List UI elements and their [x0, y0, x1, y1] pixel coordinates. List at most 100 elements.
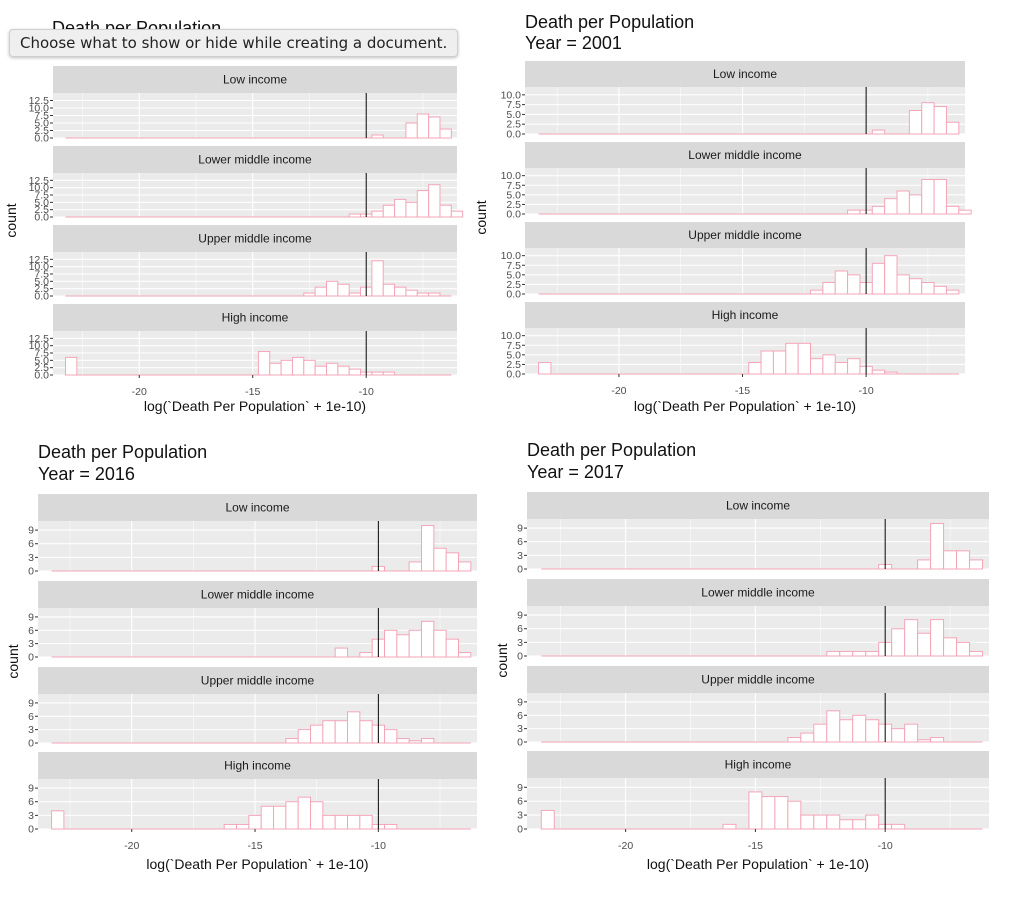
y-tick-label: 10.0 — [501, 89, 522, 101]
x-tick-label: -20 — [124, 840, 139, 852]
histogram-bar — [416, 292, 430, 297]
y-tick-label: 0 — [517, 564, 523, 576]
facet-label: Upper middle income — [201, 674, 315, 688]
facet-label: Low income — [225, 501, 289, 515]
facet-label: Low income — [713, 67, 777, 81]
histogram-bar — [310, 724, 324, 744]
histogram-bar — [458, 561, 472, 572]
x-tick-label: -20 — [618, 840, 633, 852]
histogram-bar — [334, 647, 349, 658]
y-tick-label: 6 — [28, 796, 34, 808]
histogram-bar — [428, 292, 441, 297]
y-tick-label: 5.0 — [34, 118, 49, 130]
histogram-bar — [871, 262, 886, 295]
histogram-bar — [405, 201, 418, 218]
histogram-bar — [382, 371, 396, 376]
y-tick-label: 3 — [28, 552, 34, 564]
y-tick-label: 10.0 — [29, 261, 50, 273]
histogram-bar — [371, 371, 384, 376]
histogram-bar — [917, 559, 932, 570]
y-tick-label: 12.5 — [29, 175, 50, 187]
histogram-bar — [347, 814, 361, 830]
y-tick-label: 3 — [517, 637, 523, 649]
histogram-bar — [405, 289, 418, 297]
facet-panel: Upper middle income 0 36 9 — [517, 666, 989, 749]
y-tick-label: 7.5 — [34, 348, 49, 360]
histogram-bar — [371, 260, 384, 297]
histogram-bar — [761, 796, 776, 830]
histogram-bar — [325, 280, 339, 297]
histogram-bar — [847, 274, 861, 295]
histogram-bar — [930, 619, 945, 657]
histogram-bar — [359, 652, 373, 658]
histogram-bar — [800, 732, 815, 743]
histogram-bar — [943, 637, 958, 657]
histogram-bar — [421, 525, 435, 572]
plot-title: Death per Population — [525, 12, 694, 32]
x-tick-label: -10 — [878, 840, 893, 852]
histogram-bar — [314, 286, 327, 297]
y-tick-label: 6 — [28, 538, 34, 550]
histogram-bar — [884, 255, 898, 295]
histogram-bar — [310, 801, 324, 830]
histogram-bar — [297, 796, 312, 830]
histogram-bar — [834, 362, 849, 375]
facet-label: Low income — [223, 73, 287, 87]
histogram-bar — [884, 198, 898, 215]
histogram-bar — [285, 738, 299, 744]
facet-label: High income — [725, 758, 792, 772]
histogram-bar — [273, 805, 287, 830]
histogram-bar — [269, 362, 282, 376]
histogram-bar — [774, 796, 789, 830]
histogram-bar — [445, 552, 460, 572]
histogram-bar — [236, 823, 250, 830]
x-tick-label: -10 — [359, 386, 374, 398]
histogram-bar — [904, 619, 919, 657]
y-tick-label: 7.5 — [506, 340, 521, 352]
y-tick-label: 7.5 — [506, 180, 521, 192]
y-tick-label: 12.5 — [29, 254, 50, 266]
histogram-bar — [760, 350, 774, 375]
y-tick-label: 12.5 — [29, 95, 50, 107]
y-tick-label: 10.0 — [29, 103, 50, 115]
y-tick-label: 7.5 — [506, 99, 521, 111]
y-tick-label: 3 — [28, 724, 34, 736]
facet-strip — [525, 222, 965, 248]
histogram-bar — [322, 720, 336, 744]
y-tick-label: 5.0 — [34, 355, 49, 367]
facet-label: Upper middle income — [688, 228, 802, 242]
x-axis-title: log(`Death Per Population` + 1e-10) — [146, 856, 368, 872]
histogram-bar — [396, 738, 410, 744]
y-tick-label: 9 — [517, 696, 523, 708]
y-tick-label: 5.0 — [34, 197, 49, 209]
histogram-bar — [884, 371, 898, 375]
x-tick-label: -15 — [245, 386, 260, 398]
facet-label: High income — [712, 308, 779, 322]
histogram-bar — [416, 190, 430, 218]
y-tick-label: 3 — [28, 810, 34, 822]
histogram-bar — [810, 358, 824, 375]
histogram-bar — [396, 634, 410, 658]
y-tick-label: 10.0 — [29, 182, 50, 194]
histogram-bar — [382, 283, 396, 297]
y-tick-label: 5.0 — [506, 189, 521, 201]
facet-panel: Lower middle income 0.02.55.07.510.0 — [501, 142, 972, 221]
y-axis-title: count — [3, 203, 19, 237]
y-tick-label: 5.0 — [506, 349, 521, 361]
histogram-bar — [847, 358, 861, 375]
facet-label: Low income — [726, 499, 790, 513]
histogram-bar — [891, 728, 906, 743]
facet-label: Upper middle income — [701, 673, 815, 687]
y-tick-label: 2.5 — [506, 119, 521, 131]
histogram-bar — [813, 723, 828, 743]
facet-strip — [527, 492, 989, 519]
y-tick-label: 0 — [28, 566, 34, 578]
histogram-bar — [930, 737, 945, 743]
facet-panel: Low income 0 3 69 — [517, 492, 989, 576]
x-axis-title: log(`Death Per Population` + 1e-10) — [647, 856, 869, 872]
y-tick-label: 6 — [28, 711, 34, 723]
y-tick-label: 6 — [517, 536, 523, 548]
